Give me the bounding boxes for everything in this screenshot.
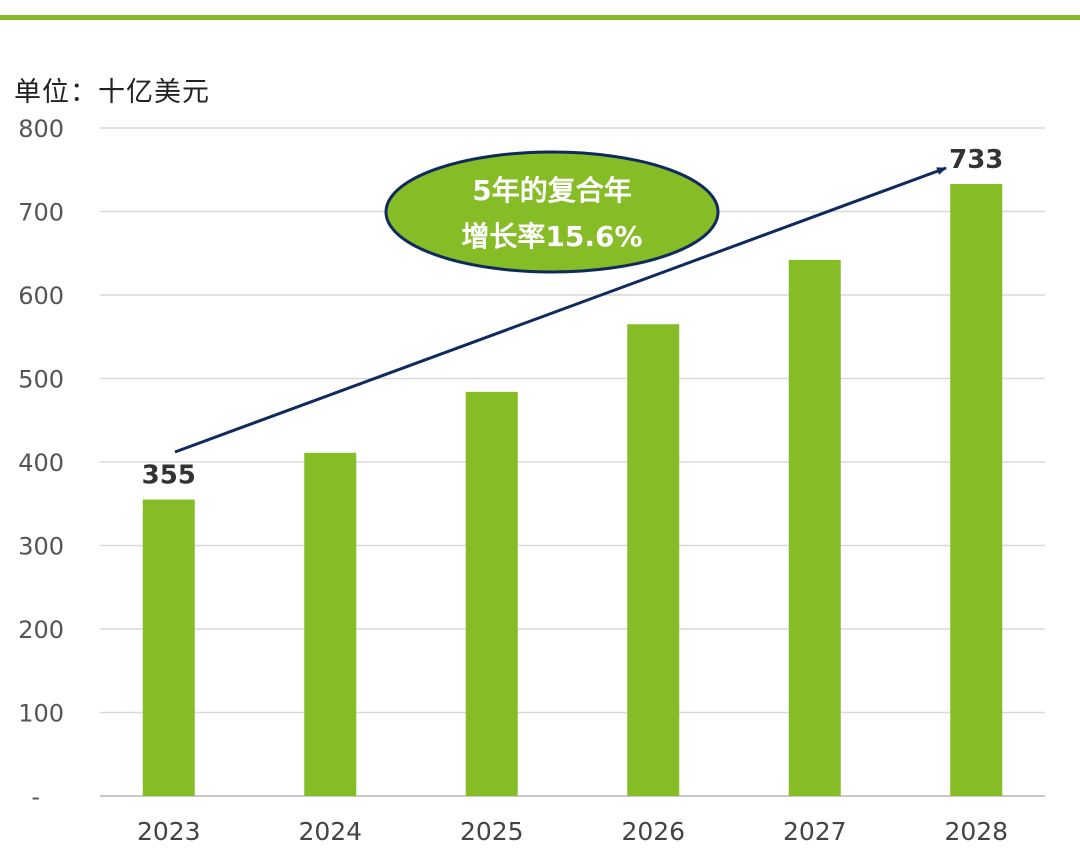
x-tick-label: 2026: [621, 817, 685, 846]
top-rule: [0, 15, 1080, 20]
data-label: 733: [949, 145, 1003, 175]
cagr-line-1: 5年的复合年: [472, 174, 631, 207]
cagr-ellipse: [384, 150, 720, 274]
y-tick-label: 500: [18, 366, 64, 394]
bar: [627, 324, 680, 796]
x-tick-label: 2023: [137, 817, 201, 846]
y-tick-label: -: [31, 783, 40, 811]
cagr-callout: 5年的复合年 增长率15.6%: [384, 150, 720, 274]
y-tick-label: 700: [18, 199, 64, 227]
y-tick-label: 600: [18, 282, 64, 310]
y-tick-label: 100: [18, 700, 64, 728]
bars: [142, 183, 1003, 796]
x-tick-label: 2025: [460, 817, 524, 846]
x-tick-label: 2024: [298, 817, 362, 846]
bar: [950, 183, 1003, 796]
y-tick-label: 300: [18, 533, 64, 561]
bar: [465, 391, 518, 796]
x-axis-ticks: 2023 2024 2025 2026 2027 2028: [137, 817, 1008, 846]
cagr-line-2: 增长率15.6%: [461, 220, 642, 253]
y-axis-ticks: - 100 200 300 400 500 600 700 800: [18, 115, 64, 811]
gridlines: [100, 127, 1045, 797]
bar: [142, 499, 195, 796]
y-tick-label: 200: [18, 616, 64, 644]
data-labels: 355 733: [142, 145, 1004, 491]
bar: [304, 452, 357, 796]
y-tick-label: 800: [18, 115, 64, 143]
growth-arrow: [174, 166, 947, 454]
bar: [788, 259, 841, 796]
x-tick-label: 2027: [783, 817, 847, 846]
x-tick-label: 2028: [944, 817, 1008, 846]
y-tick-label: 400: [18, 449, 64, 477]
data-label: 355: [142, 461, 196, 491]
unit-label: 单位：十亿美元: [14, 77, 210, 108]
